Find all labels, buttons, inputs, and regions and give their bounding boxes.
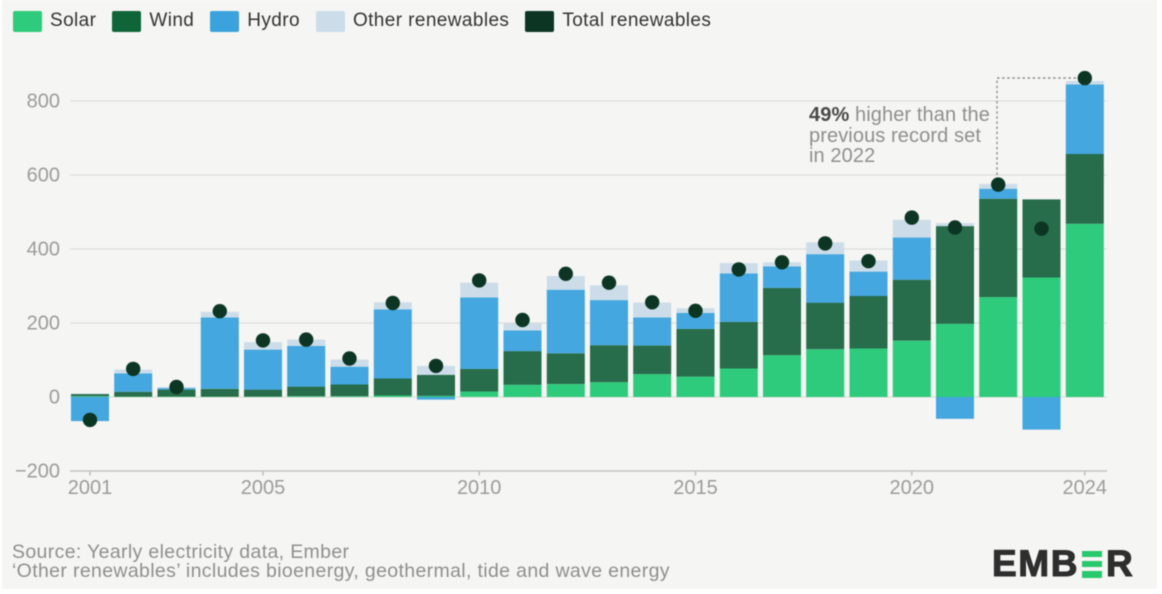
svg-text:200: 200 xyxy=(27,313,60,335)
svg-text:2010: 2010 xyxy=(457,477,502,499)
svg-text:−200: −200 xyxy=(15,461,60,483)
svg-text:2020: 2020 xyxy=(890,477,935,499)
svg-text:2001: 2001 xyxy=(68,477,113,499)
svg-text:400: 400 xyxy=(27,239,60,261)
svg-text:600: 600 xyxy=(27,165,60,187)
svg-text:2005: 2005 xyxy=(241,477,286,499)
svg-text:2015: 2015 xyxy=(673,477,718,499)
svg-text:0: 0 xyxy=(49,387,60,409)
svg-text:800: 800 xyxy=(27,91,60,113)
svg-text:2024: 2024 xyxy=(1063,477,1108,499)
